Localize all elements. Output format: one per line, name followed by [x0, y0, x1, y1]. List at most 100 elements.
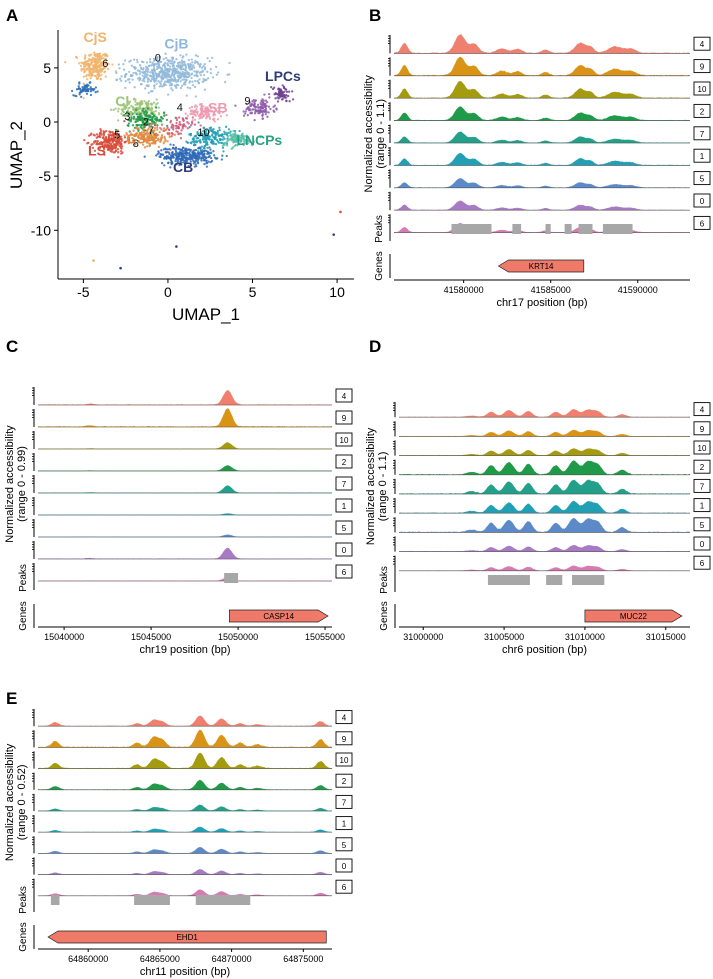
umap-point	[154, 115, 157, 118]
umap-point	[208, 146, 211, 149]
umap-point	[149, 118, 152, 121]
umap-point	[232, 134, 235, 137]
umap-point	[138, 101, 141, 105]
panel-letter-d: D	[369, 337, 381, 356]
umap-point	[96, 90, 99, 93]
umap-point	[275, 107, 278, 110]
umap-point	[141, 109, 144, 113]
umap-cluster-number: 7	[148, 125, 154, 137]
genes-label: Genes	[374, 251, 385, 280]
umap-point	[291, 98, 295, 101]
coverage-x-tick-label: 15055000	[305, 632, 345, 642]
umap-point	[90, 61, 93, 65]
umap-point	[168, 147, 171, 151]
umap-point	[205, 159, 208, 162]
umap-point	[163, 140, 166, 143]
umap-point	[153, 138, 156, 142]
umap-point	[137, 135, 140, 138]
umap-point	[217, 106, 220, 110]
umap-point	[196, 79, 199, 83]
umap-point	[206, 57, 209, 60]
umap-point	[220, 158, 224, 161]
umap-point	[172, 74, 176, 77]
umap-point	[93, 141, 96, 144]
umap-point	[172, 128, 175, 131]
umap-point	[173, 79, 176, 82]
umap-point	[250, 112, 253, 115]
umap-point	[261, 114, 264, 117]
umap-point	[153, 84, 156, 88]
umap-point	[119, 149, 123, 153]
umap-point	[198, 103, 202, 106]
umap-y-tick-label: -10	[31, 222, 51, 238]
coverage-x-axis-title: chr6 position (bp)	[502, 644, 587, 656]
umap-point	[174, 146, 178, 149]
umap-point	[207, 109, 210, 112]
umap-point	[235, 134, 239, 137]
umap-point	[75, 94, 78, 98]
coverage-panel-b: Normalized accessibility (range 0 - 1.1) 4…	[363, 34, 711, 309]
umap-outlier-point	[119, 266, 122, 270]
track-label-box	[693, 36, 711, 51]
umap-point	[181, 146, 185, 149]
umap-point	[208, 127, 211, 130]
umap-point	[129, 114, 132, 117]
umap-point	[163, 82, 166, 85]
umap-point	[143, 136, 146, 140]
umap-point	[139, 107, 142, 110]
umap-point	[151, 69, 154, 73]
umap-point	[188, 126, 191, 129]
umap-point	[162, 129, 166, 132]
umap-point	[132, 129, 135, 132]
umap-point	[80, 69, 83, 72]
umap-point	[154, 106, 158, 109]
umap-point	[223, 143, 226, 147]
umap-point	[89, 81, 92, 84]
umap-point	[173, 77, 177, 80]
track-label-box	[693, 148, 711, 163]
umap-point	[203, 63, 206, 66]
umap-point	[156, 128, 159, 131]
umap-point	[226, 144, 229, 147]
umap-point	[83, 138, 86, 142]
track-label: 5	[342, 841, 347, 850]
umap-point	[152, 110, 156, 114]
umap-point	[132, 108, 135, 111]
umap-point	[146, 134, 149, 137]
umap-point	[120, 137, 123, 141]
umap-point	[110, 145, 114, 148]
umap-point	[175, 117, 178, 120]
umap-point	[120, 108, 123, 111]
umap-point	[140, 67, 143, 71]
track-label: 9	[342, 414, 347, 423]
umap-point	[276, 93, 280, 96]
umap-point	[201, 109, 204, 112]
umap-point	[147, 84, 150, 87]
umap-point	[120, 112, 123, 115]
umap-point	[88, 54, 91, 57]
umap-point	[208, 135, 212, 138]
umap-point	[163, 70, 166, 73]
umap-point	[127, 138, 131, 141]
umap-point	[171, 123, 174, 126]
coverage-x-tick-label: 64870000	[212, 954, 252, 964]
umap-point	[81, 89, 84, 93]
umap-point	[197, 81, 200, 84]
umap-point	[191, 83, 195, 87]
umap-point	[153, 87, 156, 90]
umap-point	[160, 80, 163, 83]
track-label: 10	[340, 436, 349, 445]
coverage-x-axis-title: chr17 position (bp)	[496, 297, 587, 309]
umap-point	[132, 115, 136, 118]
umap-point	[127, 101, 130, 104]
umap-point	[82, 82, 85, 85]
umap-point	[269, 107, 272, 111]
umap-point	[184, 151, 187, 154]
umap-point	[95, 75, 98, 78]
coverage-track-area	[393, 81, 691, 99]
umap-point	[265, 110, 268, 114]
track-label-box	[693, 421, 711, 436]
umap-cluster-number: 3	[124, 111, 130, 123]
umap-point	[188, 152, 191, 156]
